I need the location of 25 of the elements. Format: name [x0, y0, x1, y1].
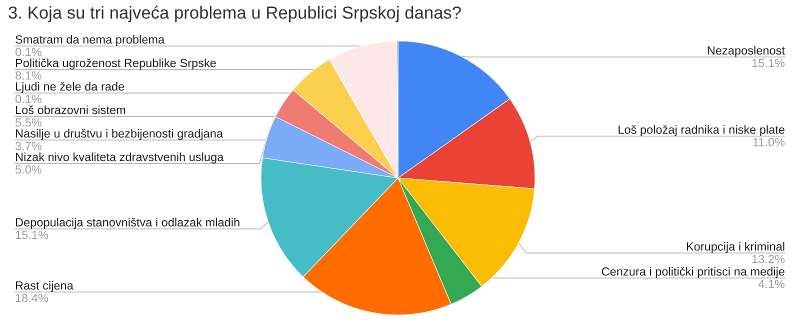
slice-label: Cenzura i politički pritisci na medije — [602, 266, 784, 278]
slice-label: Nasilje u društvu i bezbijenosti gradjana — [16, 128, 224, 140]
data-label: 0.1% — [15, 48, 42, 56]
data-label: 15.1% — [752, 58, 785, 68]
data-label: 11.0% — [753, 138, 785, 146]
data-label: 18.4% — [16, 294, 48, 302]
data-label: 5.5% — [15, 118, 42, 127]
slice-label: Korupcija i kriminal — [686, 242, 784, 254]
data-label: 4.1% — [758, 280, 785, 288]
data-label: 8.1% — [16, 71, 42, 80]
data-label: 3.7% — [15, 142, 42, 150]
slice-label: Politička ugroženost Republike Srpske — [16, 58, 216, 70]
slice-label: Rast cijena — [16, 280, 74, 292]
slice-label: Loš položaj radnika i niske plate — [618, 125, 784, 136]
data-label: 15.1% — [16, 230, 48, 240]
slice-label: Ljudi ne žele da rade — [16, 82, 124, 93]
data-label: 5.0% — [15, 165, 42, 174]
data-label: 13.2% — [752, 254, 785, 264]
chart-title: 3. Koja su tri najveća problema u Republici Srpskoj danas? — [8, 6, 461, 22]
slice-label: Smatram da nema problema — [16, 34, 165, 46]
data-label: 0.1% — [15, 94, 42, 104]
slice-label: Nezaposlenost — [708, 46, 785, 57]
slice-label: Nizak nivo kvaliteta zdravstvenih usluga — [16, 152, 224, 164]
slice-label: Depopulacija stanovništva i odlazak mladih — [16, 218, 240, 229]
slice-label: Loš obrazovni sistem — [16, 105, 126, 114]
